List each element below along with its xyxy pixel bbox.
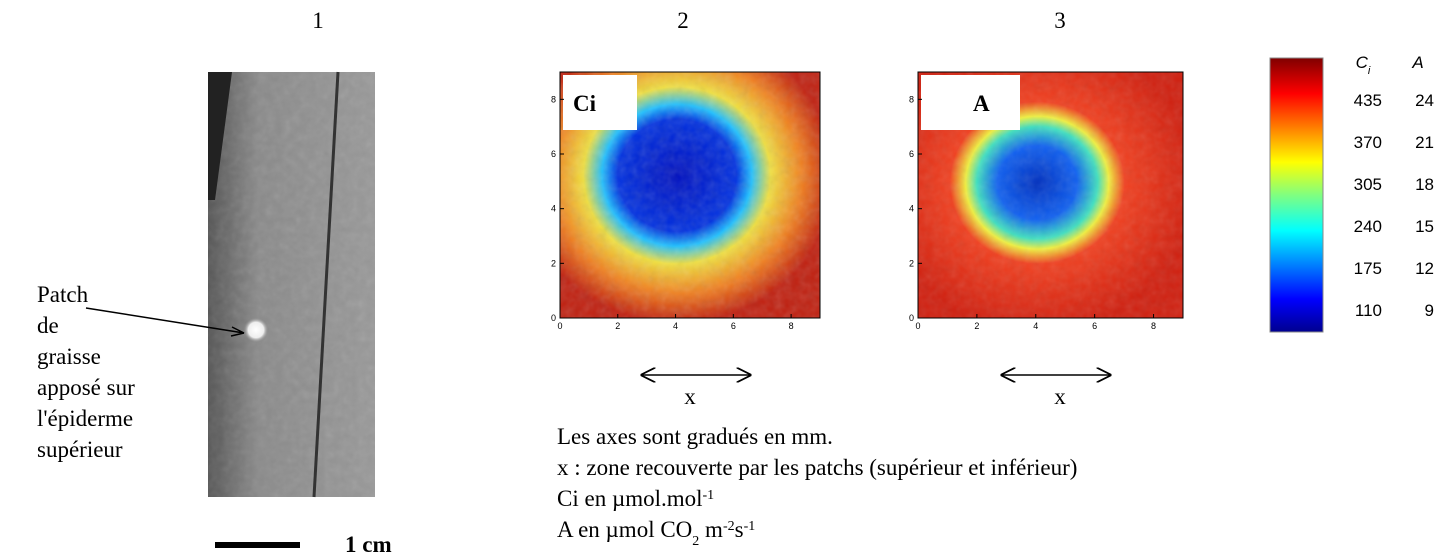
note-segment: -1 (744, 519, 756, 534)
scale-label: 1 cm (345, 532, 392, 556)
annotation-line: de (37, 313, 59, 338)
note-line: Les axes sont gradués en mm. (557, 424, 833, 449)
panel-number: 3 (1054, 8, 1066, 33)
colorbar-ci-label: 305 (1354, 175, 1382, 194)
note-segment: Ci en µmol.mol (557, 486, 703, 511)
colorbar-a-label: 12 (1415, 259, 1434, 278)
header-text: A (1411, 53, 1423, 72)
colorbar-header: Ci (1356, 53, 1371, 77)
photo-texture (208, 72, 375, 497)
y-tick-label: 6 (909, 149, 914, 159)
colorbar-ci-label: 110 (1355, 301, 1382, 320)
heatmap-label: Ci (573, 91, 597, 116)
note-segment: s (735, 517, 744, 542)
annotation: Patch de graisse apposé sur l'épiderme supéri… (37, 282, 135, 462)
y-tick-label: 8 (551, 94, 556, 104)
y-tick-label: 4 (909, 204, 914, 214)
notes: Les axes sont gradués en mm. x : zone rec… (557, 424, 1077, 549)
y-tick-label: 0 (909, 313, 914, 323)
y-tick-label: 0 (551, 313, 556, 323)
panel-number: 2 (677, 8, 689, 33)
colorbar (1270, 58, 1323, 332)
panel-number: 1 (312, 8, 324, 33)
colorbar-header: A (1411, 53, 1423, 72)
header-text: C (1356, 53, 1369, 72)
x-tick-label: 4 (1033, 321, 1038, 331)
page: 1 2 3 Patch de graisse apposé sur l'épiderme… (0, 0, 1455, 556)
annotation-line: apposé sur (37, 375, 135, 400)
figure: 1 2 3 Patch de graisse apposé sur l'épiderme… (0, 0, 1455, 556)
annotation-line: Patch (37, 282, 89, 307)
zone-label: x (684, 384, 696, 409)
annotation-line: supérieur (37, 437, 123, 462)
x-tick-label: 6 (1092, 321, 1097, 331)
note-line: x : zone recouverte par les patchs (supé… (557, 455, 1077, 480)
colorbar-a-label: 18 (1415, 175, 1434, 194)
colorbar-a-label: 21 (1415, 133, 1434, 152)
note-line: A en µmol CO2 m-2s-1 (557, 517, 755, 549)
x-tick-label: 0 (915, 321, 920, 331)
x-tick-label: 8 (1151, 321, 1156, 331)
note-segment: x : zone recouverte par les patchs (supé… (557, 455, 1077, 480)
note-segment: -1 (703, 488, 715, 503)
colorbar-a-label: 9 (1425, 301, 1434, 320)
y-tick-label: 6 (551, 149, 556, 159)
colorbar-a-label: 24 (1415, 91, 1434, 110)
x-tick-label: 6 (731, 321, 736, 331)
x-tick-label: 0 (557, 321, 562, 331)
note-segment: A en µmol CO (557, 517, 692, 542)
note-line: Ci en µmol.mol-1 (557, 486, 714, 511)
label-box (921, 75, 1020, 130)
x-tick-label: 2 (974, 321, 979, 331)
x-tick-label: 4 (673, 321, 678, 331)
y-tick-label: 8 (909, 94, 914, 104)
scale-bar (215, 542, 300, 548)
note-segment: Les axes sont gradués en mm. (557, 424, 833, 449)
y-tick-label: 2 (909, 258, 914, 268)
y-tick-label: 2 (551, 258, 556, 268)
y-tick-label: 4 (551, 204, 556, 214)
x-tick-label: 2 (615, 321, 620, 331)
heatmap-label: A (973, 91, 990, 116)
grease-patch (243, 317, 269, 343)
colorbar-labels: Ci A 435 24 370 21 305 18 240 15 175 12 110 9 (1354, 53, 1434, 320)
colorbar-ci-label: 435 (1354, 91, 1382, 110)
note-segment: 2 (692, 534, 699, 549)
annotation-line: l'épiderme (37, 406, 133, 431)
colorbar-ci-label: 175 (1354, 259, 1382, 278)
note-segment: -2 (723, 519, 735, 534)
colorbar-ci-label: 240 (1354, 217, 1382, 236)
colorbar-a-label: 15 (1415, 217, 1434, 236)
note-segment: m (699, 517, 723, 542)
x-tick-label: 8 (789, 321, 794, 331)
zone-label: x (1054, 384, 1066, 409)
annotation-line: graisse (37, 344, 101, 369)
colorbar-ci-label: 370 (1354, 133, 1382, 152)
header-sub: i (1368, 65, 1371, 77)
